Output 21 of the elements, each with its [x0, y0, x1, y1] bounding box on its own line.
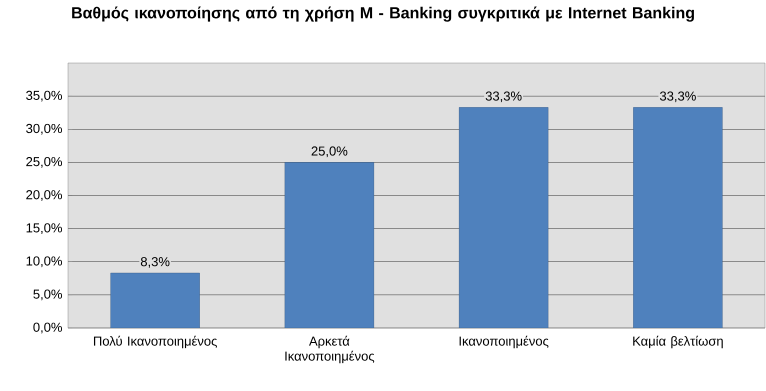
bar: [284, 162, 374, 328]
bar: [458, 107, 548, 328]
bar: [633, 107, 723, 328]
y-tick-label: 15,0%: [26, 223, 62, 234]
x-tick-label: Πολύ Ικανοποιημένος: [94, 336, 217, 348]
y-tick-label: 35,0%: [26, 90, 62, 102]
y-tick-label: 20,0%: [26, 190, 62, 201]
y-tick-label: 5,0%: [33, 290, 62, 300]
x-tick-label: Ικανοποιημένος: [460, 336, 548, 348]
y-tick-label: 30,0%: [26, 124, 62, 135]
y-tick-label: 25,0%: [26, 157, 62, 168]
data-label: 25,0%: [312, 146, 348, 158]
bar: [110, 272, 200, 328]
x-tick-label: Αρκετά Ικανοποιημένος: [285, 336, 374, 364]
chart-title: Βαθμός ικανοποίησης από τη χρήση M - Banking συγκριτικά με Internet Banking: [72, 6, 694, 22]
y-tick-label: 0,0%: [33, 322, 62, 334]
data-label: 33,3%: [660, 91, 696, 102]
data-label: 33,3%: [486, 91, 522, 102]
data-label: 8,3%: [140, 257, 170, 268]
y-tick-label: 10,0%: [26, 256, 62, 268]
x-tick-label: Καμία βελτίωση: [633, 336, 723, 348]
